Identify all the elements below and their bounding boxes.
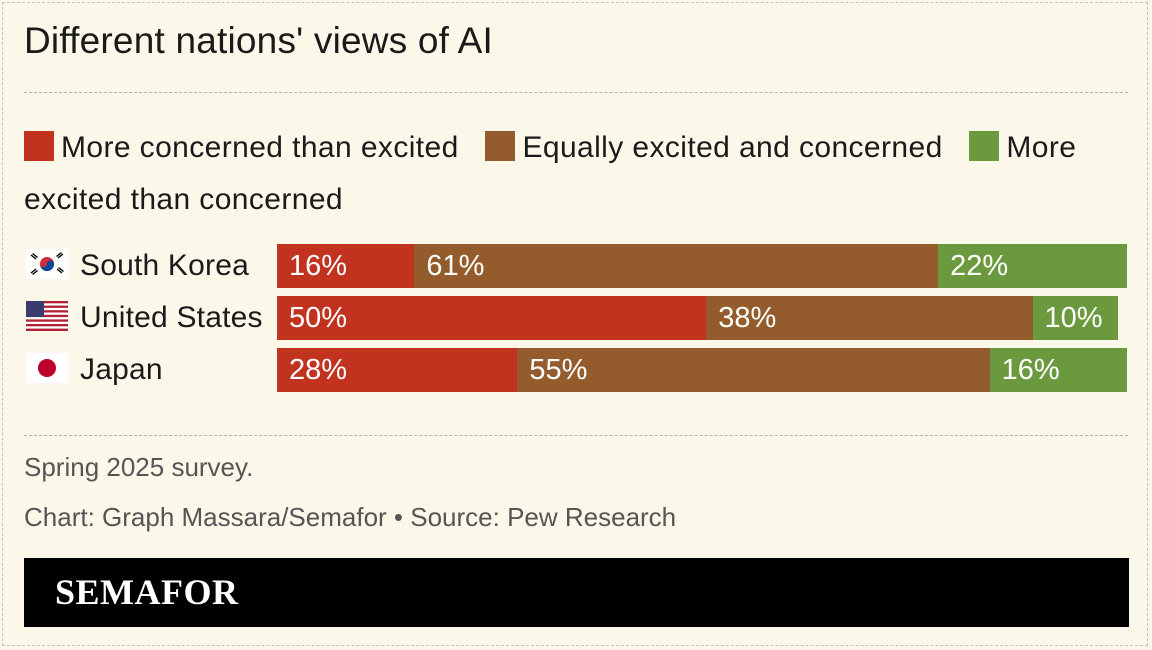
country-label-japan: Japan xyxy=(80,353,163,386)
legend-label-more-concerned: More concerned than excited xyxy=(61,131,459,164)
data-label: 10% xyxy=(1044,302,1103,334)
country-label-south-korea: South Korea xyxy=(80,249,249,282)
japan-flag-icon xyxy=(26,353,68,383)
bar-segment-south-korea-more-concerned-than-excited: 16% xyxy=(277,244,415,288)
legend: More concerned than excited Equally exci… xyxy=(24,122,1134,226)
bar-segment-south-korea-more-excited-than-concerned: 22% xyxy=(938,244,1127,288)
bar-segment-japan-more-concerned-than-excited: 28% xyxy=(277,348,518,392)
legend-label-more-excited: More excited than concerned xyxy=(24,131,1077,216)
legend-swatch-more-excited xyxy=(969,131,1000,161)
bar-segment-south-korea-equally-excited-and-concerned: 61% xyxy=(414,244,939,288)
top-divider xyxy=(24,92,1128,93)
data-label: 16% xyxy=(1001,354,1060,386)
data-label: 61% xyxy=(426,250,485,282)
south-korea-flag-icon xyxy=(26,249,68,279)
data-label: 16% xyxy=(289,250,348,282)
data-label: 28% xyxy=(289,354,348,386)
bar-segment-united-states-more-concerned-than-excited: 50% xyxy=(277,296,707,340)
row-united-states: United States 50% 38% 10% xyxy=(24,296,1128,340)
bar-segment-japan-more-excited-than-concerned: 16% xyxy=(989,348,1127,392)
bottom-divider xyxy=(24,435,1128,436)
legend-item-more-excited: More excited than concerned xyxy=(24,131,1076,216)
legend-swatch-equally xyxy=(485,131,516,161)
bar-segment-united-states-more-excited-than-concerned: 10% xyxy=(1032,296,1119,340)
data-label: 22% xyxy=(950,250,1009,282)
brand-bar: SEMAFOR xyxy=(24,558,1129,627)
legend-item-equally: Equally excited and concerned xyxy=(485,131,942,164)
data-label: 55% xyxy=(529,354,588,386)
chart-title: Different nations' views of AI xyxy=(24,20,493,61)
bar-segment-japan-equally-excited-and-concerned: 55% xyxy=(517,348,990,392)
row-south-korea: South Korea 16% 61% 22% xyxy=(24,244,1128,288)
united-states-flag-icon xyxy=(26,301,68,331)
legend-swatch-more-concerned xyxy=(24,131,54,161)
data-label: 50% xyxy=(289,302,348,334)
data-label: 38% xyxy=(718,302,777,334)
source-credit: Chart: Graph Massara/Semafor • Source: P… xyxy=(24,502,677,532)
legend-label-equally: Equally excited and concerned xyxy=(522,131,943,164)
row-japan: Japan 28% 55% 16% xyxy=(24,348,1128,392)
country-label-united-states: United States xyxy=(80,301,263,334)
semafor-logo: SEMAFOR xyxy=(55,572,239,612)
survey-note: Spring 2025 survey. xyxy=(24,452,254,482)
legend-item-more-concerned: More concerned than excited xyxy=(24,131,459,164)
bar-segment-united-states-equally-excited-and-concerned: 38% xyxy=(706,296,1033,340)
